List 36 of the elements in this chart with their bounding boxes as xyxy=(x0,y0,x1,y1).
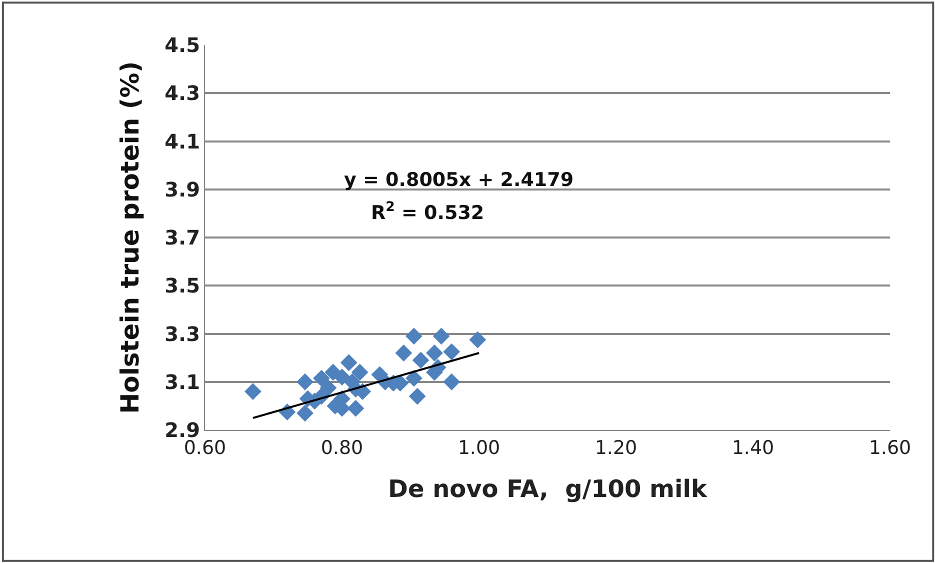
y-tick-label: 4.3 xyxy=(164,81,200,106)
x-tick-label: 0.60 xyxy=(184,436,226,459)
annotation: y = 0.8005x + 2.4179 xyxy=(344,169,574,191)
point xyxy=(469,331,486,348)
annotation: R$^{2}$ = 0.532 xyxy=(371,200,484,224)
x-tick-label: 1.00 xyxy=(458,436,500,459)
point xyxy=(412,352,430,369)
point xyxy=(443,343,460,360)
y-tick-label: 3.5 xyxy=(164,274,200,298)
y-tick-label: 3.9 xyxy=(164,177,200,202)
y-tick-label: 4.1 xyxy=(164,129,200,154)
point xyxy=(296,373,314,390)
point xyxy=(340,354,358,372)
y-tick-label: 4.5 xyxy=(164,33,200,57)
point xyxy=(347,400,364,417)
point xyxy=(351,364,368,381)
point xyxy=(395,344,412,362)
x-axis-title: De novo FA, g/100 milk xyxy=(388,475,708,504)
point xyxy=(313,370,330,387)
x-tick-label: 1.40 xyxy=(732,436,774,459)
point xyxy=(405,370,422,387)
point xyxy=(334,368,350,386)
y-tick-label: 3.1 xyxy=(164,370,200,394)
point xyxy=(296,404,314,422)
x-tick-label: 1.20 xyxy=(594,436,638,459)
point xyxy=(443,373,460,390)
point xyxy=(426,344,443,362)
point xyxy=(244,383,262,400)
y-tick-label: 3.7 xyxy=(164,226,200,250)
y-tick-label: 3.3 xyxy=(164,322,200,346)
x-tick-label: 0.80 xyxy=(320,436,364,459)
y-axis-title: Holstein true protein (%) xyxy=(115,61,144,414)
x-tick-label: 1.60 xyxy=(868,436,912,459)
point xyxy=(408,388,426,405)
point xyxy=(432,328,450,345)
point xyxy=(405,328,422,345)
